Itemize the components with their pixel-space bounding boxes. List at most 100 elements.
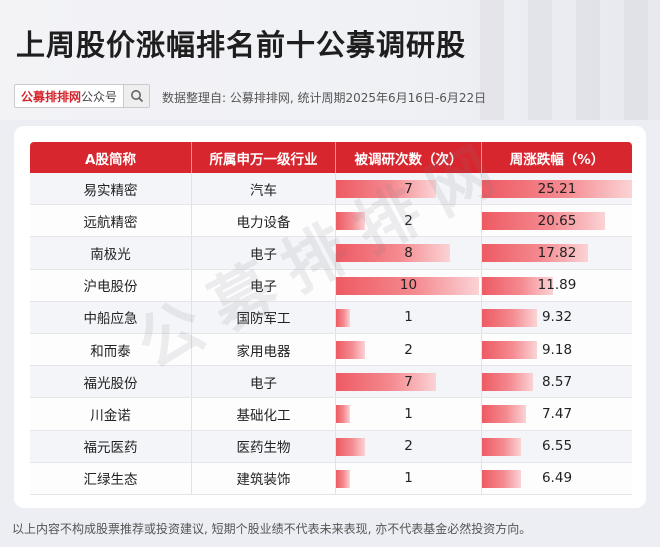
stock-name-cell: 福光股份 (30, 366, 192, 398)
search-icon[interactable] (123, 85, 149, 107)
weekly-change-value: 6.55 (541, 438, 573, 455)
search-box[interactable]: 公募排排网公众号 (14, 84, 150, 108)
visit-count-bar (336, 180, 437, 198)
visit-count-value: 2 (404, 438, 413, 455)
stock-name-cell: 川金诺 (30, 398, 192, 430)
visit-count-cell: 8 (336, 237, 482, 269)
header-visit-count: 被调研次数（次） (336, 142, 482, 173)
weekly-change-cell: 9.32 (482, 302, 632, 333)
industry-cell: 医药生物 (192, 430, 336, 462)
page-title: 上周股价涨幅排名前十公募调研股 (16, 28, 467, 62)
weekly-change-value: 20.65 (537, 212, 577, 229)
visit-count-value: 1 (404, 405, 413, 422)
visit-count-cell: 1 (336, 462, 482, 494)
weekly-change-bar (482, 244, 589, 263)
visit-count-bar (336, 373, 437, 392)
ranking-table: A股简称 所属申万一级行业 被调研次数（次） 周涨跌幅（%） 易实精密 汽车 7 25… (30, 142, 632, 495)
visit-count-bar (336, 469, 351, 488)
search-suffix-text: 公众号 (81, 89, 118, 104)
table-row: 和而泰 家用电器 2 9.18 (30, 333, 632, 367)
weekly-change-value: 17.82 (537, 244, 577, 261)
stock-name-cell: 沪电股份 (30, 269, 192, 301)
weekly-change-cell: 8.57 (482, 366, 632, 397)
weekly-change-bar (482, 276, 553, 295)
weekly-change-value: 7.47 (541, 405, 573, 422)
industry-cell: 电子 (192, 366, 336, 398)
header-weekly-change: 周涨跌幅（%） (509, 151, 605, 168)
visit-count-value: 1 (404, 309, 413, 326)
header-industry: 所属申万一级行业 (192, 142, 336, 173)
visit-count-value: 2 (404, 341, 413, 358)
weekly-change-value: 6.49 (541, 470, 573, 487)
table-row: 中船应急 国防军工 1 9.32 (30, 301, 632, 334)
table-body: 易实精密 汽车 7 25.21 远航精密 电力设备 2 20.65 南极光 电子 8 17.82 沪电股… (30, 173, 632, 495)
table-row: 川金诺 基础化工 1 7.47 (30, 398, 632, 431)
weekly-change-cell: 17.82 (482, 237, 632, 268)
industry-cell: 基础化工 (192, 398, 336, 430)
table-header: A股简称 所属申万一级行业 被调研次数（次） 周涨跌幅（%） (30, 142, 632, 173)
weekly-change-value: 8.57 (541, 373, 573, 390)
weekly-change-bar (482, 340, 537, 359)
industry-cell: 电子 (192, 269, 336, 301)
weekly-change-cell: 7.47 (482, 398, 632, 429)
industry-cell: 国防军工 (192, 301, 336, 333)
industry-cell: 电子 (192, 237, 336, 269)
industry-cell: 建筑装饰 (192, 462, 336, 494)
visit-count-value: 2 (404, 212, 413, 229)
stock-name-cell: 远航精密 (30, 205, 192, 237)
visit-count-bar (336, 340, 365, 359)
visit-count-bar (336, 405, 351, 424)
visit-count-value: 7 (404, 373, 413, 390)
visit-count-value: 7 (404, 180, 413, 197)
stock-name-cell: 易实精密 (30, 173, 192, 205)
weekly-change-value: 9.18 (541, 341, 573, 358)
visit-count-cell: 7 (336, 173, 482, 205)
stock-name-cell: 和而泰 (30, 333, 192, 366)
visit-count-value: 10 (399, 277, 418, 294)
weekly-change-bar (482, 212, 605, 231)
visit-count-cell: 1 (336, 301, 482, 333)
industry-cell: 汽车 (192, 173, 336, 205)
stock-name-cell: 汇绿生态 (30, 462, 192, 494)
visit-count-cell: 2 (336, 333, 482, 366)
search-brand-text: 公募排排网 (21, 89, 82, 104)
disclaimer: 以上内容不构成股票推荐或投资建议, 短期个股业绩不代表未来表现, 亦不代表基金必… (12, 522, 532, 536)
search-query: 公募排排网公众号 (15, 88, 117, 105)
weekly-change-cell: 20.65 (482, 205, 632, 236)
weekly-change-cell: 9.18 (482, 334, 632, 365)
weekly-change-bar (482, 373, 533, 392)
visit-count-bar (336, 212, 365, 231)
visit-count-bar (336, 308, 351, 327)
weekly-change-cell: 6.55 (482, 431, 632, 462)
table-row: 福光股份 电子 7 8.57 (30, 366, 632, 399)
visit-count-cell: 1 (336, 398, 482, 430)
weekly-change-bar (482, 469, 521, 488)
weekly-change-cell: 11.89 (482, 270, 632, 301)
visit-count-bar (336, 244, 451, 263)
stock-name-cell: 中船应急 (30, 301, 192, 333)
table-row: 南极光 电子 8 17.82 (30, 237, 632, 270)
visit-count-value: 8 (404, 244, 413, 261)
weekly-change-cell: 25.21 (482, 173, 632, 204)
visit-count-cell: 2 (336, 430, 482, 462)
header-stock-name: A股简称 (30, 142, 192, 173)
visit-count-cell: 7 (336, 366, 482, 398)
weekly-change-bar (482, 405, 527, 424)
weekly-change-cell: 6.49 (482, 463, 632, 494)
table-row: 汇绿生态 建筑装饰 1 6.49 (30, 462, 632, 495)
table-row: 沪电股份 电子 10 11.89 (30, 269, 632, 302)
visit-count-cell: 10 (336, 269, 482, 301)
data-source-note: 数据整理自: 公募排排网, 统计周期2025年6月16日-6月22日 (162, 91, 487, 105)
industry-cell: 家用电器 (192, 333, 336, 366)
weekly-change-value: 9.32 (541, 309, 573, 326)
weekly-change-value: 11.89 (537, 277, 577, 294)
table-row: 易实精密 汽车 7 25.21 (30, 173, 632, 206)
visit-count-bar (336, 437, 365, 456)
visit-count-cell: 2 (336, 205, 482, 237)
table-row: 福元医药 医药生物 2 6.55 (30, 430, 632, 463)
table-row: 远航精密 电力设备 2 20.65 (30, 205, 632, 238)
visit-count-value: 1 (404, 470, 413, 487)
weekly-change-bar (482, 308, 538, 327)
visit-count-bar (336, 276, 480, 295)
weekly-change-bar (482, 437, 521, 456)
